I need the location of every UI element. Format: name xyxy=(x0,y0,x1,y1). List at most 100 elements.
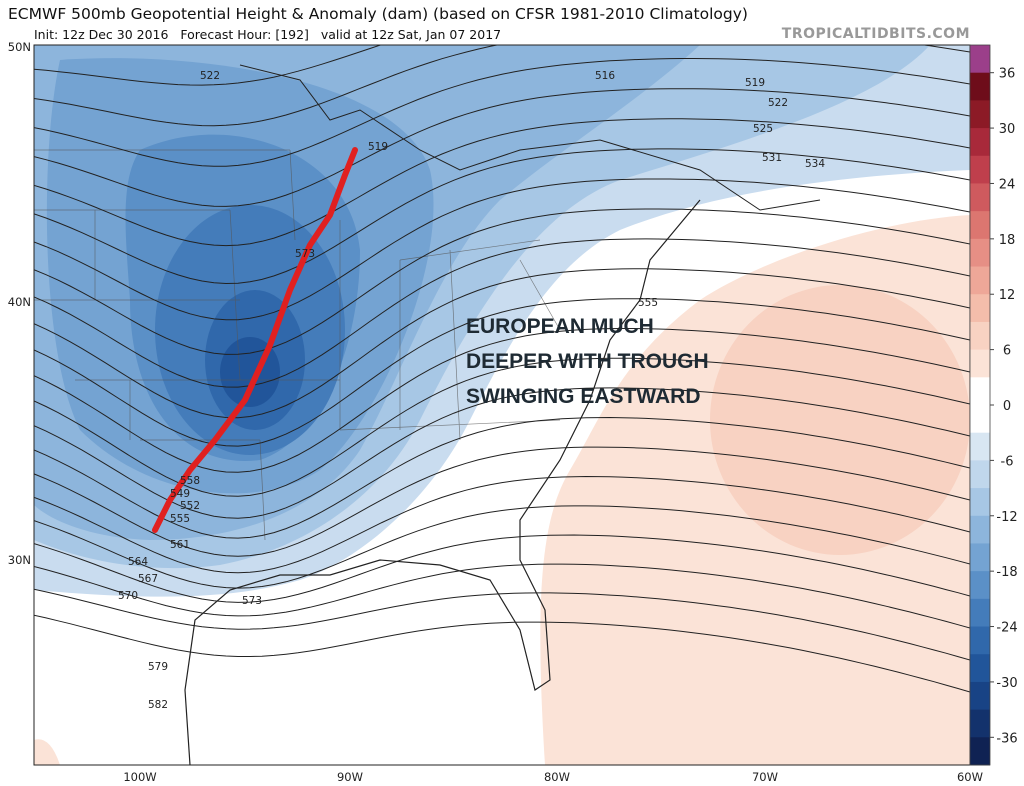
contour-label: 519 xyxy=(745,77,765,89)
colorbar-band xyxy=(970,377,990,406)
colorbar-band xyxy=(970,460,990,489)
colorbar-tick-label: 18 xyxy=(999,233,1016,248)
colorbar-band xyxy=(970,709,990,738)
contour-line xyxy=(34,328,970,473)
colorbar-tick-label: -24 xyxy=(996,621,1017,636)
colorbar: 36 30 24 18 12 6 0 -6 -12 -18 -24 -30 -36 xyxy=(969,44,1018,766)
contour-label: 561 xyxy=(170,539,190,551)
annotation: SWINGING EASTWARD xyxy=(466,385,701,408)
contour-line xyxy=(34,45,970,127)
anomaly-region xyxy=(710,285,970,555)
contour-label: 522 xyxy=(768,97,788,109)
contour-label: 549 xyxy=(170,488,190,500)
contour-line xyxy=(34,208,970,355)
colorbar-band xyxy=(970,349,990,378)
contour-line xyxy=(34,45,383,86)
colorbar-band xyxy=(970,598,990,628)
contour-line xyxy=(34,563,970,629)
colorbar-band xyxy=(970,72,990,101)
colorbar-band xyxy=(970,432,990,461)
latitude-label: 40N xyxy=(8,295,31,309)
contour-label: 579 xyxy=(148,661,168,673)
colorbar-band xyxy=(970,211,990,240)
contour-label: 558 xyxy=(180,475,200,487)
contour-label: 570 xyxy=(118,590,138,602)
contour-label: 555 xyxy=(638,297,658,309)
contour-label: 531 xyxy=(762,152,782,164)
contour-line xyxy=(34,475,970,574)
contour-line xyxy=(34,58,970,167)
contour-line xyxy=(34,178,970,321)
contour-label: 567 xyxy=(138,573,158,585)
contour-label: 534 xyxy=(805,158,825,170)
contour-label: 582 xyxy=(148,699,168,711)
contour-line xyxy=(34,357,970,497)
colorbar-band xyxy=(970,681,990,711)
contour-line xyxy=(34,298,970,447)
contour-line xyxy=(34,238,970,388)
state-borders xyxy=(34,149,561,541)
contour-line xyxy=(34,88,970,207)
contour-label: 519 xyxy=(368,141,388,153)
contour-line xyxy=(34,614,970,693)
colorbar-band xyxy=(970,238,990,268)
site-name: TROPICALTIDBITS.COM xyxy=(782,26,970,42)
colorbar-tick-label: -12 xyxy=(996,510,1017,525)
colorbar-band xyxy=(970,45,990,74)
contour-label: 522 xyxy=(200,70,220,82)
contour-line xyxy=(34,268,970,419)
contour-label: 564 xyxy=(128,556,148,568)
annotation: DEEPER WITH TROUGH xyxy=(466,350,709,373)
latitude-label: 50N xyxy=(8,40,31,54)
longitude-label: 80W xyxy=(544,770,570,784)
contour-line xyxy=(34,534,970,603)
contour-line xyxy=(34,118,970,247)
subtitle: Init: 12z Dec 30 2016 Forecast Hour: [19… xyxy=(34,27,501,42)
contour-label: 516 xyxy=(595,70,615,82)
contour-label: 525 xyxy=(753,123,773,135)
colorbar-band xyxy=(970,100,990,129)
longitude-label: 70W xyxy=(752,770,778,784)
longitude-label: 100W xyxy=(123,770,156,784)
annotation: EUROPEAN MUCH xyxy=(466,315,654,338)
colorbar-tick-label: 12 xyxy=(999,288,1016,303)
contour-line xyxy=(34,387,970,519)
colorbar-band xyxy=(970,155,990,184)
colorbar-tick-label: 36 xyxy=(999,67,1016,82)
colorbar-tick-label: -36 xyxy=(996,731,1017,746)
longitude-label: 90W xyxy=(337,770,363,784)
colorbar-band xyxy=(970,294,990,323)
colorbar-band xyxy=(970,488,990,517)
colorbar-band xyxy=(970,266,990,295)
colorbar-tick-label: -6 xyxy=(1001,454,1014,469)
colorbar-band xyxy=(970,515,990,544)
contour-label: 573 xyxy=(242,595,262,607)
height-contours xyxy=(34,45,970,693)
anomaly-region xyxy=(34,739,60,765)
colorbar-band xyxy=(970,321,990,351)
colorbar-tick-label: 6 xyxy=(1003,344,1011,359)
colorbar-band xyxy=(970,128,990,157)
colorbar-band xyxy=(970,543,990,572)
colorbar-band xyxy=(970,654,990,683)
longitude-label: 60W xyxy=(957,770,983,784)
colorbar-band xyxy=(970,626,990,655)
colorbar-tick-label: 24 xyxy=(999,177,1016,192)
contour-line xyxy=(34,505,970,589)
colorbar-tick-label: -30 xyxy=(996,676,1017,691)
colorbar-band xyxy=(970,571,990,600)
contour-label: 573 xyxy=(295,248,315,260)
trough-axis xyxy=(152,147,358,533)
colorbar-band xyxy=(970,737,990,766)
contour-label: 552 xyxy=(180,500,200,512)
map-axes: 50N 40N 30N 100W 90W 80W 70W 60W xyxy=(8,40,983,784)
coastline xyxy=(239,64,821,211)
colorbar-tick-label: 30 xyxy=(999,122,1016,137)
contour-line xyxy=(34,416,970,539)
title: ECMWF 500mb Geopotential Height & Anomal… xyxy=(8,5,748,23)
latitude-label: 30N xyxy=(8,553,31,567)
colorbar-tick-label: -18 xyxy=(996,565,1017,580)
